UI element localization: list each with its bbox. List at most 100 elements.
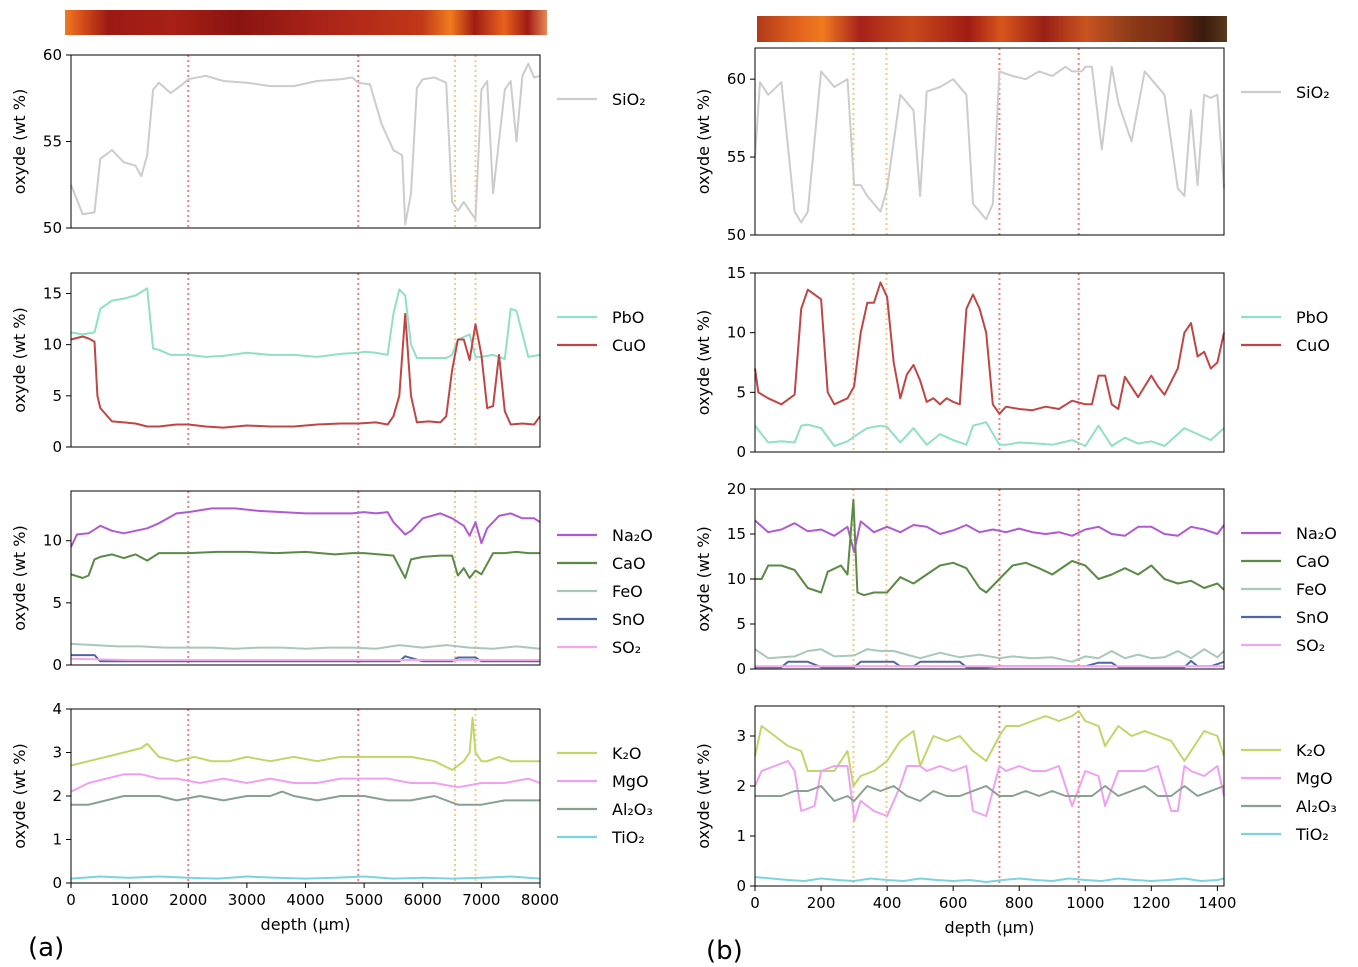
y-tick-label: 15 (727, 264, 746, 282)
legend-label: FeO (612, 582, 643, 601)
y-tick-label: 55 (727, 148, 746, 166)
plot-frame (754, 47, 1225, 236)
series-line-0 (754, 65, 1225, 224)
y-tick-label: 50 (727, 226, 746, 244)
chart-b-1: 0 5 10 15 oxyde (wt %) PbO CuO (694, 264, 1330, 461)
y-tick-label: 20 (727, 480, 746, 498)
x-tick-label: 1400 (1198, 894, 1236, 912)
chart-a-0: 50 55 60 oxyde (wt %) SiO₂ (10, 46, 646, 237)
y-tick-label: 5 (52, 594, 62, 612)
y-tick-label: 10 (43, 336, 62, 354)
y-tick-label: 2 (736, 777, 746, 795)
legend-label: CaO (1296, 552, 1330, 571)
legend-label: TiO₂ (611, 828, 645, 847)
series-line-1 (754, 281, 1225, 415)
x-tick-label: 5000 (345, 891, 383, 909)
series-line-1 (70, 550, 540, 579)
x-tick-label: 2000 (169, 891, 207, 909)
y-axis-label: oxyde (wt %) (694, 89, 713, 194)
chart-b-2: 0 5 10 15 20 oxyde (wt %) Na₂O CaO FeO SnO SO₂ (694, 480, 1337, 678)
legend-label: Al₂O₃ (612, 800, 653, 819)
y-tick-label: 10 (727, 324, 746, 342)
legend-label: K₂O (1296, 741, 1326, 760)
x-axis-label: depth (µm) (945, 918, 1035, 937)
plot-frame (70, 54, 541, 229)
series-line-0 (70, 716, 540, 771)
legend-label: PbO (1296, 308, 1328, 327)
series-line-0 (70, 62, 541, 226)
legend-label: SiO₂ (612, 90, 646, 109)
y-tick-label: 5 (52, 387, 62, 405)
series-line-1 (754, 760, 1225, 822)
sample-strip-a (65, 10, 547, 35)
series-line-2 (70, 642, 541, 650)
y-tick-label: 50 (43, 219, 62, 237)
panel-label-a: (a) (28, 933, 64, 963)
y-axis-label: oxyde (wt %) (10, 307, 29, 412)
plot-frame (70, 490, 541, 666)
x-tick-label: 1000 (1066, 894, 1104, 912)
series-line-0 (70, 287, 541, 360)
y-tick-label: 2 (52, 787, 62, 805)
y-tick-label: 0 (52, 656, 62, 674)
x-tick-label: 6000 (404, 891, 442, 909)
y-tick-label: 55 (43, 133, 62, 151)
chart-a-1: 0 5 10 15 oxyde (wt %) PbO CuO (10, 272, 646, 456)
legend-label: TiO₂ (1295, 825, 1329, 844)
chart-a-2: 0 5 10 oxyde (wt %) Na₂O CaO FeO SnO SO₂ (10, 490, 653, 674)
x-tick-label: 3000 (228, 891, 266, 909)
x-tick-label: 4000 (286, 891, 324, 909)
legend-label: SnO (1296, 608, 1329, 627)
legend-label: Al₂O₃ (1296, 797, 1337, 816)
x-tick-label: 800 (1005, 894, 1034, 912)
legend-label: MgO (1296, 769, 1333, 788)
series-line-1 (755, 498, 1225, 597)
legend-label: CuO (612, 336, 646, 355)
x-tick-label: 400 (873, 894, 902, 912)
y-tick-label: 0 (736, 877, 746, 895)
legend-label: SiO₂ (1296, 83, 1330, 102)
series-line-2 (754, 648, 1225, 663)
y-tick-label: 60 (43, 46, 62, 64)
series-line-1 (70, 773, 541, 793)
legend-label: K₂O (612, 744, 642, 763)
legend-label: FeO (1296, 580, 1327, 599)
legend-label: MgO (612, 772, 649, 791)
x-tick-label: 7000 (462, 891, 500, 909)
y-tick-label: 1 (736, 827, 746, 845)
series-line-3 (70, 875, 541, 880)
y-tick-label: 10 (727, 570, 746, 588)
y-tick-label: 0 (736, 660, 746, 678)
y-tick-label: 0 (736, 443, 746, 461)
legend-label: SO₂ (612, 638, 641, 657)
y-tick-label: 5 (736, 615, 746, 633)
legend-label: Na₂O (1296, 524, 1337, 543)
series-line-3 (754, 876, 1225, 883)
plot-frame (754, 272, 1225, 453)
y-tick-label: 10 (43, 532, 62, 550)
x-tick-label: 0 (66, 891, 76, 909)
y-axis-label: oxyde (wt %) (10, 525, 29, 630)
legend-label: CaO (612, 554, 646, 573)
legend-label: CuO (1296, 336, 1330, 355)
legend-label: SO₂ (1296, 636, 1325, 655)
series-line-0 (754, 421, 1225, 447)
y-axis-label: oxyde (wt %) (10, 743, 29, 848)
y-tick-label: 3 (52, 744, 62, 762)
chart-b-0: 50 55 60 oxyde (wt %) SiO₂ (694, 47, 1330, 244)
legend-label: SnO (612, 610, 645, 629)
x-axis-label: depth (µm) (261, 915, 351, 934)
y-tick-label: 1 (52, 831, 62, 849)
series-line-3 (71, 654, 540, 663)
sample-strip-b (757, 16, 1227, 42)
y-axis-label: oxyde (wt %) (694, 310, 713, 415)
series-line-0 (754, 710, 1225, 787)
series-line-0 (754, 519, 1225, 553)
x-tick-label: 600 (939, 894, 968, 912)
series-line-0 (70, 507, 541, 548)
y-tick-label: 0 (52, 874, 62, 892)
panel-label-b: (b) (706, 936, 743, 966)
chart-a-3: 0 1 2 3 4 0 1000 2000 3000 4000 5000 6000 7000 8000 ox… (10, 700, 653, 934)
series-line-2 (71, 790, 540, 806)
